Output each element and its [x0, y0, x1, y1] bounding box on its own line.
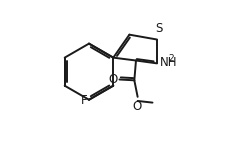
Text: NH: NH — [160, 56, 177, 69]
Text: O: O — [109, 72, 118, 86]
Text: S: S — [155, 22, 163, 35]
Text: O: O — [132, 100, 142, 113]
Text: 2: 2 — [168, 54, 174, 63]
Text: F: F — [81, 94, 88, 107]
